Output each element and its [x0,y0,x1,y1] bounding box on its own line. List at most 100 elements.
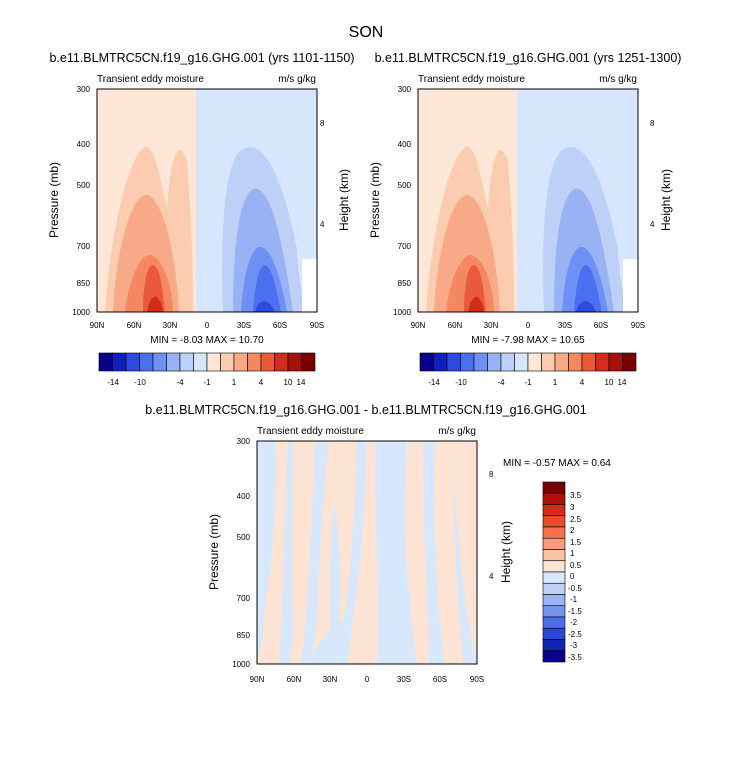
labelbar-swatch [500,352,515,372]
panel-2-neg-contour-4 [574,265,602,312]
labelbar-swatch [554,352,569,372]
labelbar-swatch [542,504,566,517]
p1-pressure-tick: 700 [77,242,91,251]
panel-1-neg-contour-4 [253,265,281,312]
labelbar-swatch [542,605,566,618]
labelbar-swatch [542,526,566,539]
p2-height-tick: 8 [650,119,655,128]
lb1-label: -1 [203,378,211,387]
panel-3-neg-region [453,481,477,664]
p2-height-tick: 4 [650,220,655,229]
lb2-label: 10 [605,378,614,387]
lb2-label: -1 [524,378,532,387]
p1-lat-tick: 30N [163,321,178,330]
p3-pressure-tick: 300 [237,437,251,446]
lb3-label: 2 [570,526,575,535]
labelbar-swatch [419,352,434,372]
panel-3-minmax: MIN = -0.57 MAX = 0.64 [503,458,611,469]
lb1-label: 4 [259,378,264,387]
labelbar-swatch [542,571,566,584]
lb3-label: -0.5 [568,584,582,593]
labelbar-swatch [595,352,610,372]
panel-1-frame [96,88,318,313]
labelbar-swatch [542,594,566,607]
panel-2-neg-contour-5 [576,301,596,312]
lb1-label: 1 [232,378,237,387]
panel-1-y2label: Height (km) [337,169,351,231]
p1-lat-tick: 60S [273,321,287,330]
labelbar-swatch [166,352,181,372]
p1-height-tick: 8 [320,119,325,128]
p3-height-tick: 8 [489,470,494,479]
lb1-label: -4 [176,378,184,387]
p3-lat-tick: 90N [250,675,265,684]
p3-lat-tick: 30S [397,675,411,684]
lb3-label: 2.5 [570,515,582,524]
labelbar-swatch [514,352,529,372]
p1-lat-tick: 30S [237,321,251,330]
p3-pressure-tick: 400 [237,492,251,501]
lb1-label: -14 [107,378,119,387]
panel-2-y2label: Height (km) [659,169,673,231]
lb3-label: 1.5 [570,538,582,547]
labelbar-swatch [581,352,596,372]
labelbar-swatch [542,537,566,550]
labelbar-swatch [473,352,488,372]
labelbar-swatch [193,352,208,372]
p1-pressure-tick: 300 [77,85,91,94]
labelbar-swatch [301,352,316,372]
panel-1-minmax: MIN = -8.03 MAX = 10.70 [150,335,264,346]
panel-3-neg-region [423,441,445,664]
labelbar-swatch [260,352,275,372]
labelbar-swatch [542,549,566,562]
p1-lat-tick: 60N [127,321,142,330]
panel-3-pressure-axis: 300 400 500 700 850 1000 [232,437,250,669]
panel-1-units-label: m/s g/kg [278,74,316,85]
p2-lat-tick: 0 [526,321,531,330]
labelbar-swatch [179,352,194,372]
panel-2: b.e11.BLMTRC5CN.f19_g16.GHG.001 (yrs 125… [368,51,681,387]
labelbar-swatch [233,352,248,372]
labelbar-swatch [568,352,583,372]
lb3-label: 1 [570,549,575,558]
p2-lat-tick: 30N [484,321,499,330]
panel-1-labelbar [98,352,316,372]
panel-2-height-axis: 8 4 [650,119,655,229]
p2-lat-tick: 30S [558,321,572,330]
panel-3-neg-region [279,441,294,664]
panel-3-height-axis: 8 4 [489,470,494,581]
lb3-label: 3.5 [570,491,582,500]
panel-3-lat-axis: 90N 60N 30N 0 30S 60S 90S [250,675,484,684]
p2-lat-tick: 60N [448,321,463,330]
panel-3-neg-region [301,441,329,664]
labelbar-swatch [608,352,623,372]
lb3-label: -1 [570,595,578,604]
panel-2-plot-area [418,89,638,312]
lb2-label: 1 [553,378,558,387]
panel-1-title: b.e11.BLMTRC5CN.f19_g16.GHG.001 (yrs 110… [49,51,354,65]
lb2-label: 14 [618,378,627,387]
lb3-label: -2 [570,618,578,627]
panel-3-field-label: Transient eddy moisture [257,426,364,437]
panel-2-units-label: m/s g/kg [599,74,637,85]
labelbar-swatch [112,352,127,372]
p2-pressure-tick: 500 [398,181,412,190]
p3-pressure-tick: 1000 [232,660,250,669]
labelbar-swatch [622,352,637,372]
labelbar-swatch [542,515,566,528]
panel-1-height-axis: 8 4 [320,119,325,229]
labelbar-swatch [542,650,566,663]
labelbar-swatch [460,352,475,372]
panel-1-neg-contour-5 [255,301,275,312]
panel-1-lat-axis: 90N 60N 30N 0 30S 60S 90S [90,321,324,330]
labelbar-swatch [487,352,502,372]
p3-lat-tick: 30N [323,675,338,684]
lb1-label: -10 [134,378,146,387]
labelbar-swatch [542,627,566,640]
panel-3-neg-region [257,441,276,664]
panel-2-pressure-axis: 300 400 500 700 850 1000 [393,85,411,317]
labelbar-swatch [433,352,448,372]
panel-3-units-label: m/s g/kg [438,426,476,437]
figure-title: SON [349,24,384,41]
